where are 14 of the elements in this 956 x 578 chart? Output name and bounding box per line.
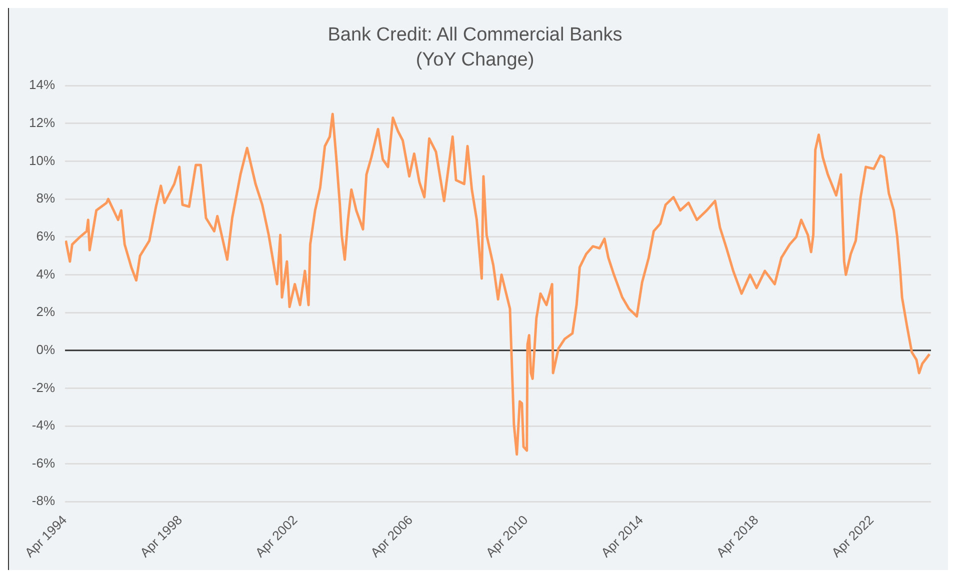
y-tick-label: -2% — [32, 380, 56, 395]
y-tick-label: -4% — [32, 418, 56, 433]
y-tick-label: 2% — [36, 304, 56, 320]
y-tick-label: 10% — [28, 152, 56, 168]
y-tick-label: 6% — [36, 228, 56, 244]
chart-subtitle: (YoY Change) — [416, 49, 534, 70]
y-tick-label: 0% — [36, 342, 56, 357]
y-tick-label: 4% — [36, 266, 56, 282]
y-tick-label: 14% — [28, 77, 56, 92]
y-tick-label: -8% — [32, 493, 56, 508]
y-tick-label: 8% — [36, 190, 56, 206]
chart-title: Bank Credit: All Commercial Banks — [328, 24, 622, 46]
y-tick-label: -6% — [32, 455, 56, 470]
y-tick-label: 12% — [28, 115, 56, 130]
